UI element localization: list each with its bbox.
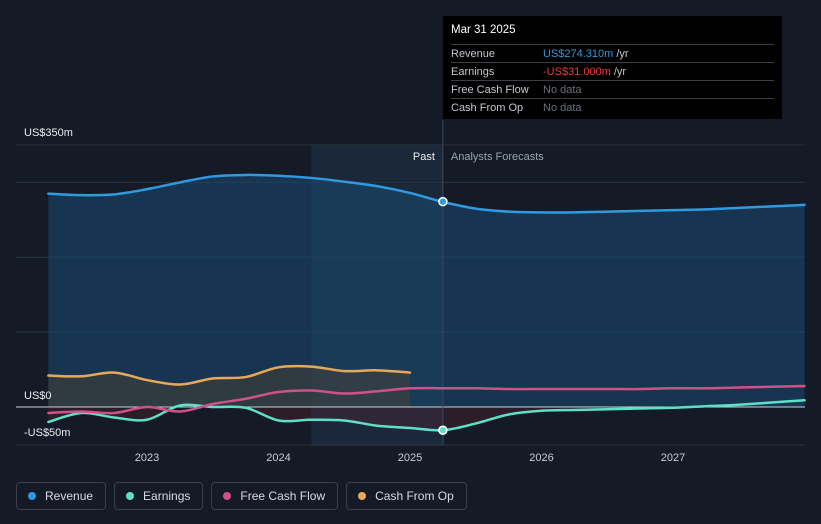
revenue-area bbox=[48, 174, 805, 407]
legend-dot-icon bbox=[358, 492, 367, 500]
legend-item-free-cash-flow[interactable]: Free Cash Flow bbox=[211, 482, 339, 510]
tooltip-row-earnings: Earnings -US$31.000m /yr bbox=[451, 62, 774, 80]
cash-from-op-line bbox=[47, 364, 412, 386]
x-tick-label: 2026 bbox=[529, 452, 553, 464]
tooltip-row-free-cash-flow: Free Cash Flow No data bbox=[451, 80, 774, 98]
revenue-marker bbox=[438, 196, 448, 207]
legend-dot-icon bbox=[223, 492, 232, 500]
series-areas bbox=[48, 174, 805, 431]
forecast-label: Analysts Forecasts bbox=[451, 151, 544, 163]
x-tick-label: 2023 bbox=[135, 452, 159, 464]
tooltip-unit: /yr bbox=[616, 47, 629, 60]
tooltip-label: Free Cash Flow bbox=[451, 83, 529, 96]
earnings-line bbox=[47, 399, 806, 432]
tooltip-date: Mar 31 2025 bbox=[451, 24, 516, 36]
legend: Revenue Earnings Free Cash Flow Cash Fro… bbox=[16, 482, 467, 510]
legend-label: Revenue bbox=[45, 489, 94, 503]
legend-item-revenue[interactable]: Revenue bbox=[16, 482, 107, 510]
tooltip-value: -US$31.000m bbox=[543, 65, 611, 78]
tooltip-row-cash-from-op: Cash From Op No data bbox=[451, 98, 774, 116]
past-label: Past bbox=[413, 151, 435, 163]
legend-dot-icon bbox=[28, 492, 36, 500]
tooltip: Mar 31 2025 Revenue US$274.310m /yr Earn… bbox=[443, 16, 782, 119]
x-axis-ticks: 2023 2024 2025 2026 2027 bbox=[135, 452, 685, 464]
legend-label: Earnings bbox=[143, 489, 191, 503]
legend-item-cash-from-op[interactable]: Cash From Op bbox=[346, 482, 467, 510]
x-tick-label: 2024 bbox=[266, 452, 290, 464]
free-cash-flow-line bbox=[47, 384, 806, 415]
tooltip-label: Earnings bbox=[451, 65, 495, 78]
y-axis-zero-label: US$0 bbox=[24, 390, 52, 402]
legend-item-earnings[interactable]: Earnings bbox=[114, 482, 204, 510]
y-axis-top-label: US$350m bbox=[24, 127, 73, 139]
tooltip-unit: /yr bbox=[613, 65, 627, 78]
legend-label: Free Cash Flow bbox=[240, 489, 326, 503]
earnings-negative-area bbox=[48, 406, 805, 431]
tooltip-label: Revenue bbox=[451, 47, 496, 60]
tooltip-value: US$274.310m bbox=[543, 47, 614, 60]
revenue-line bbox=[47, 173, 806, 214]
series-markers bbox=[438, 196, 448, 435]
cash-from-op-area bbox=[48, 366, 410, 407]
legend-label: Cash From Op bbox=[375, 489, 454, 503]
earnings-marker bbox=[438, 425, 448, 435]
tooltip-row-revenue: Revenue US$274.310m /yr bbox=[451, 44, 774, 62]
tooltip-label: Cash From Op bbox=[451, 101, 524, 114]
tooltip-value: No data bbox=[543, 101, 582, 114]
x-tick-label: 2025 bbox=[398, 452, 422, 464]
tooltip-value: No data bbox=[543, 83, 582, 96]
series-lines bbox=[47, 173, 806, 432]
legend-dot-icon bbox=[126, 492, 135, 500]
y-axis-bottom-label: -US$50m bbox=[24, 427, 70, 439]
x-tick-label: 2027 bbox=[661, 452, 685, 464]
